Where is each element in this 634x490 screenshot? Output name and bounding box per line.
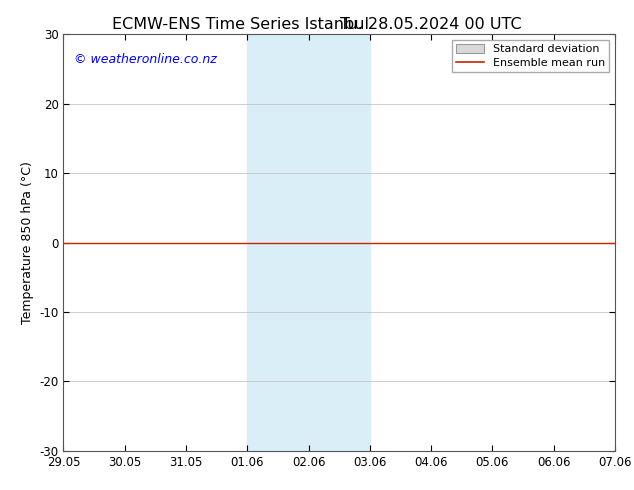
Y-axis label: Temperature 850 hPa (°C): Temperature 850 hPa (°C) [21, 161, 34, 324]
Text: ECMW-ENS Time Series Istanbul: ECMW-ENS Time Series Istanbul [112, 17, 370, 32]
Legend: Standard deviation, Ensemble mean run: Standard deviation, Ensemble mean run [451, 40, 609, 73]
Text: © weatheronline.co.nz: © weatheronline.co.nz [74, 53, 217, 66]
Text: Tu. 28.05.2024 00 UTC: Tu. 28.05.2024 00 UTC [340, 17, 522, 32]
Bar [247, 34, 370, 451]
